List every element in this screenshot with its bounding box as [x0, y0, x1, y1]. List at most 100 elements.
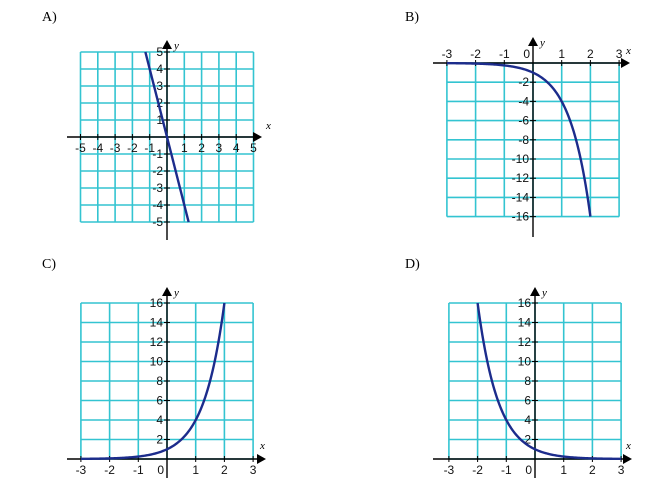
origin-label: 0 — [523, 47, 530, 61]
y-axis-label: y — [173, 287, 179, 299]
x-tick-label: -3 — [110, 141, 121, 155]
y-tick-label: 16 — [150, 296, 164, 310]
y-tick-label: -4 — [518, 94, 529, 108]
x-tick-label: -1 — [133, 463, 144, 477]
x-tick-label: -3 — [442, 47, 453, 61]
y-axis-arrow — [162, 40, 172, 49]
y-tick-label: 1 — [156, 113, 163, 127]
x-axis-arrow — [623, 454, 632, 464]
x-tick-label: -3 — [444, 463, 455, 477]
y-tick-label: -12 — [512, 171, 530, 185]
y-axis-arrow — [528, 37, 538, 46]
y-tick-label: -4 — [152, 198, 163, 212]
axes: xy — [433, 37, 631, 237]
option-label-d: D) — [405, 257, 420, 272]
y-axis-label: y — [539, 37, 545, 49]
y-tick-label: -16 — [512, 210, 530, 224]
y-tick-label: -2 — [518, 75, 529, 89]
x-tick-label: -1 — [501, 463, 512, 477]
y-axis-label: y — [173, 40, 179, 52]
tick-labels: -3 -2 -1 1 2 3 -2 -4 -6 -8 -10 -12 -14 -16 0 — [442, 47, 623, 224]
function-curve — [476, 302, 622, 461]
x-tick-label: 1 — [558, 47, 565, 61]
option-label-a: A) — [42, 10, 57, 25]
chart-b: xy-3 -2 -1 1 2 3-2-4-6-8-10-12-14-160 — [433, 37, 631, 237]
y-tick-label: 4 — [156, 413, 163, 427]
y-tick-label: 5 — [156, 45, 163, 59]
y-tick-label: 16 — [518, 296, 532, 310]
x-axis-arrow — [253, 132, 262, 142]
y-tick-label: 4 — [156, 62, 163, 76]
x-axis-label: x — [259, 440, 265, 452]
x-tick-label: 1 — [181, 141, 188, 155]
x-tick-label: 2 — [198, 141, 205, 155]
x-tick-label: 3 — [216, 141, 223, 155]
x-axis-label: x — [625, 45, 631, 57]
y-tick-label: 14 — [518, 316, 532, 330]
x-tick-label: 1 — [192, 463, 199, 477]
x-tick-label: 2 — [589, 463, 596, 477]
x-tick-label: 2 — [587, 47, 594, 61]
x-tick-label: 2 — [221, 463, 228, 477]
x-axis-label: x — [625, 440, 631, 452]
y-tick-label: 6 — [524, 394, 531, 408]
x-tick-label: -5 — [75, 141, 86, 155]
x-tick-label: 5 — [250, 141, 257, 155]
y-tick-label: -1 — [152, 147, 163, 161]
y-tick-label: 6 — [156, 394, 163, 408]
x-tick-label: -2 — [127, 141, 138, 155]
y-tick-label: 12 — [150, 335, 164, 349]
y-tick-label: -6 — [518, 114, 529, 128]
origin-label: 0 — [525, 463, 532, 477]
function-curve — [144, 51, 190, 223]
x-tick-label: 3 — [250, 463, 257, 477]
y-tick-label: 3 — [156, 79, 163, 93]
y-tick-label: 8 — [156, 374, 163, 388]
x-tick-label: 3 — [618, 463, 625, 477]
y-tick-label: -8 — [518, 133, 529, 147]
y-axis-arrow — [530, 287, 540, 296]
y-tick-label: 4 — [524, 413, 531, 427]
x-axis-arrow — [621, 58, 630, 68]
x-tick-label: -4 — [92, 141, 103, 155]
option-label-b: B) — [405, 10, 419, 25]
y-tick-label: 14 — [150, 316, 164, 330]
y-tick-label: -2 — [152, 164, 163, 178]
x-tick-label: 3 — [616, 47, 623, 61]
y-tick-label: 2 — [524, 433, 531, 447]
y-tick-label: 8 — [524, 374, 531, 388]
y-tick-label: 10 — [150, 355, 164, 369]
origin-label: 0 — [157, 463, 164, 477]
y-tick-label: -14 — [512, 190, 530, 204]
x-tick-label: 1 — [560, 463, 567, 477]
y-tick-label: -5 — [152, 215, 163, 229]
y-tick-label: 10 — [518, 355, 532, 369]
y-tick-label: -10 — [512, 152, 530, 166]
axes: xy — [67, 40, 271, 240]
x-tick-label: -2 — [472, 463, 483, 477]
x-axis-label: x — [265, 120, 271, 132]
y-axis-arrow — [162, 287, 172, 296]
y-tick-label: -3 — [152, 181, 163, 195]
x-tick-label: -2 — [104, 463, 115, 477]
x-tick-label: -1 — [144, 141, 155, 155]
x-tick-label: 4 — [233, 141, 240, 155]
y-axis-label: y — [541, 287, 547, 299]
function-curve — [446, 61, 592, 217]
x-tick-label: -1 — [499, 47, 510, 61]
y-tick-label: 2 — [156, 96, 163, 110]
x-axis-arrow — [257, 454, 266, 464]
x-tick-label: -3 — [76, 463, 87, 477]
y-tick-label: 2 — [156, 433, 163, 447]
x-tick-label: -2 — [470, 47, 481, 61]
y-tick-label: 12 — [518, 335, 532, 349]
function-curve — [80, 302, 226, 461]
option-label-c: C) — [42, 257, 56, 272]
